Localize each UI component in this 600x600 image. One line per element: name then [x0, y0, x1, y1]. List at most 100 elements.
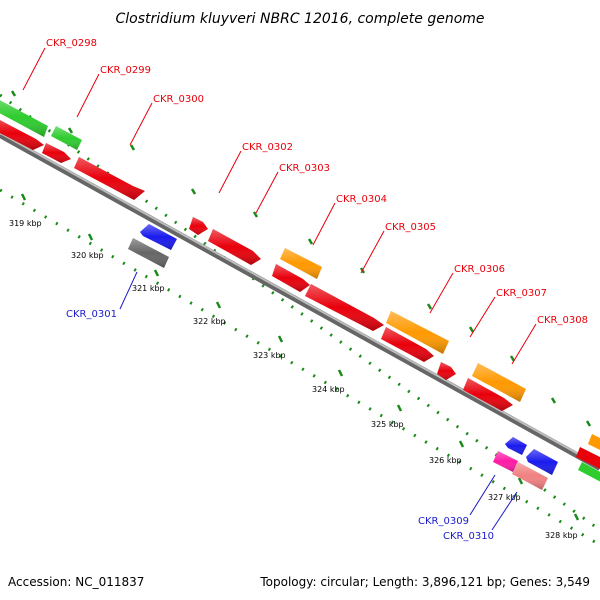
- gene-ckr-0305[interactable]: [305, 284, 384, 331]
- outer-tick: [468, 326, 475, 333]
- gene-ckr-0304[interactable]: [272, 248, 322, 292]
- leader-ckr-0302: [218, 150, 242, 194]
- gene-ckr-0298-arrow-shade: [0, 120, 44, 150]
- gene-ckr-0310-arrow-shade: [526, 449, 558, 475]
- gene-ckr-0303[interactable]: [208, 229, 261, 265]
- page-title: Clostridium kluyveri NBRC 12016, complet…: [115, 11, 484, 27]
- outer-ticks: [10, 90, 592, 427]
- genome-summary-text: Topology: circular; Length: 3,896,121 bp…: [259, 575, 590, 589]
- gene-ckr-0306-arrow-shade: [381, 327, 434, 362]
- scale-tick: [458, 440, 465, 448]
- outer-tick: [585, 420, 592, 427]
- gene-ckr-0307-arrow-shade: [437, 362, 456, 380]
- inner-tick-track: [0, 188, 600, 547]
- forward-leader-lines: [22, 47, 537, 365]
- label-ckr-0301[interactable]: CKR_0301: [66, 309, 117, 320]
- gene-ckr-0305-arrow-shade: [305, 284, 384, 331]
- gene-partial-green-bar: [578, 462, 600, 482]
- reverse-leader-lines: [119, 271, 518, 531]
- gene-ckr-0298-feature-shade: [0, 100, 48, 137]
- label-ckr-0309[interactable]: CKR_0309: [418, 516, 469, 527]
- gene-ckr-0299[interactable]: [42, 126, 82, 163]
- outer-tick: [550, 397, 557, 404]
- gene-ckr-0303-arrow-shade: [208, 229, 261, 265]
- genome-backbone-highlight: [0, 132, 600, 467]
- label-ckr-0310[interactable]: CKR_0310: [443, 531, 494, 542]
- gene-ckr-0302[interactable]: [189, 217, 208, 235]
- gene-ckr-0300[interactable]: [74, 157, 145, 200]
- scale-tick: [153, 269, 160, 277]
- leader-ckr-0303: [255, 171, 279, 214]
- label-ckr-0298[interactable]: CKR_0298: [46, 38, 97, 49]
- tick-label-319: 319 kbp: [9, 219, 42, 228]
- label-ckr-0308[interactable]: CKR_0308: [537, 315, 588, 326]
- gene-ckr-0302-arrow-shade: [189, 217, 208, 235]
- tick-label-325: 325 kbp: [371, 420, 404, 429]
- gene-ckr-0300-arrow-shade: [74, 157, 145, 200]
- leader-ckr-0307: [469, 296, 496, 338]
- scale-tick: [215, 301, 222, 309]
- tick-label-321: 321 kbp: [132, 284, 165, 293]
- label-ckr-0307[interactable]: CKR_0307: [496, 288, 547, 299]
- outer-tick: [252, 211, 259, 218]
- gene-ckr-0301-feature-shade: [128, 238, 169, 268]
- gene-ckr-0299-arrow-shade: [42, 143, 71, 163]
- gene-ckr-0299-feature-shade: [51, 126, 82, 150]
- scale-ticks: [20, 193, 580, 521]
- scale-tick: [20, 193, 27, 201]
- leader-ckr-0309: [469, 474, 496, 516]
- tick-label-323: 323 kbp: [253, 351, 286, 360]
- gene-ckr-0298[interactable]: [0, 97, 48, 150]
- outer-tick: [190, 188, 197, 195]
- tick-label-320: 320 kbp: [71, 251, 104, 260]
- outer-tick: [129, 144, 136, 151]
- scale-tick: [396, 404, 403, 412]
- gene-ckr-0301[interactable]: [128, 224, 177, 268]
- leader-ckr-0300: [129, 102, 153, 146]
- gene-ckr-0310-feature-shade: [512, 462, 548, 490]
- gene-ckr-0309[interactable]: [493, 451, 518, 472]
- gene-partial-right: [576, 434, 600, 482]
- label-ckr-0303[interactable]: CKR_0303: [279, 163, 330, 174]
- label-ckr-0299[interactable]: CKR_0299: [100, 65, 151, 76]
- gene-partial-feature-bar: [588, 434, 600, 450]
- gene-ckr-0308[interactable]: [463, 363, 526, 411]
- outer-tick: [10, 90, 17, 97]
- scale-tick: [337, 369, 344, 377]
- leader-ckr-0299: [76, 73, 100, 118]
- gene-partial-arrow: [576, 447, 600, 469]
- gene-ckr-0307[interactable]: [437, 362, 456, 380]
- tick-label-324: 324 kbp: [312, 385, 345, 394]
- tick-label-326: 326 kbp: [429, 456, 462, 465]
- label-ckr-0304[interactable]: CKR_0304: [336, 194, 387, 205]
- accession-text: Accession: NC_011837: [8, 575, 144, 589]
- label-ckr-0300[interactable]: CKR_0300: [153, 94, 204, 105]
- leader-ckr-0298: [22, 47, 46, 91]
- tick-label-328: 328 kbp: [545, 531, 578, 540]
- leader-ckr-0305: [360, 230, 385, 274]
- tick-label-322: 322 kbp: [193, 317, 226, 326]
- leader-ckr-0306: [429, 272, 454, 314]
- outer-tick: [307, 238, 314, 245]
- gene-ckr-0310[interactable]: [505, 437, 558, 490]
- outer-tick: [426, 303, 433, 310]
- leader-ckr-0308: [511, 323, 537, 365]
- gene-ckr-0310-small-arrow-shade: [505, 437, 527, 455]
- gene-ckr-0304-feature-shade: [280, 248, 322, 279]
- label-ckr-0306[interactable]: CKR_0306: [454, 264, 505, 275]
- scale-tick: [277, 335, 284, 343]
- leader-ckr-0301: [119, 271, 138, 310]
- gene-ckr-0306-feature-shade: [386, 311, 449, 354]
- tick-label-327: 327 kbp: [488, 493, 521, 502]
- outer-tick: [509, 355, 516, 362]
- gene-ckr-0301-arrow-shade: [140, 224, 177, 250]
- leader-ckr-0310: [491, 491, 518, 531]
- gene-ckr-0309-arrow-shade: [493, 451, 518, 472]
- gene-ckr-0306[interactable]: [381, 311, 449, 362]
- label-ckr-0305[interactable]: CKR_0305: [385, 222, 436, 233]
- outer-tick: [67, 127, 74, 134]
- leader-ckr-0304: [312, 202, 336, 246]
- label-ckr-0302[interactable]: CKR_0302: [242, 142, 293, 153]
